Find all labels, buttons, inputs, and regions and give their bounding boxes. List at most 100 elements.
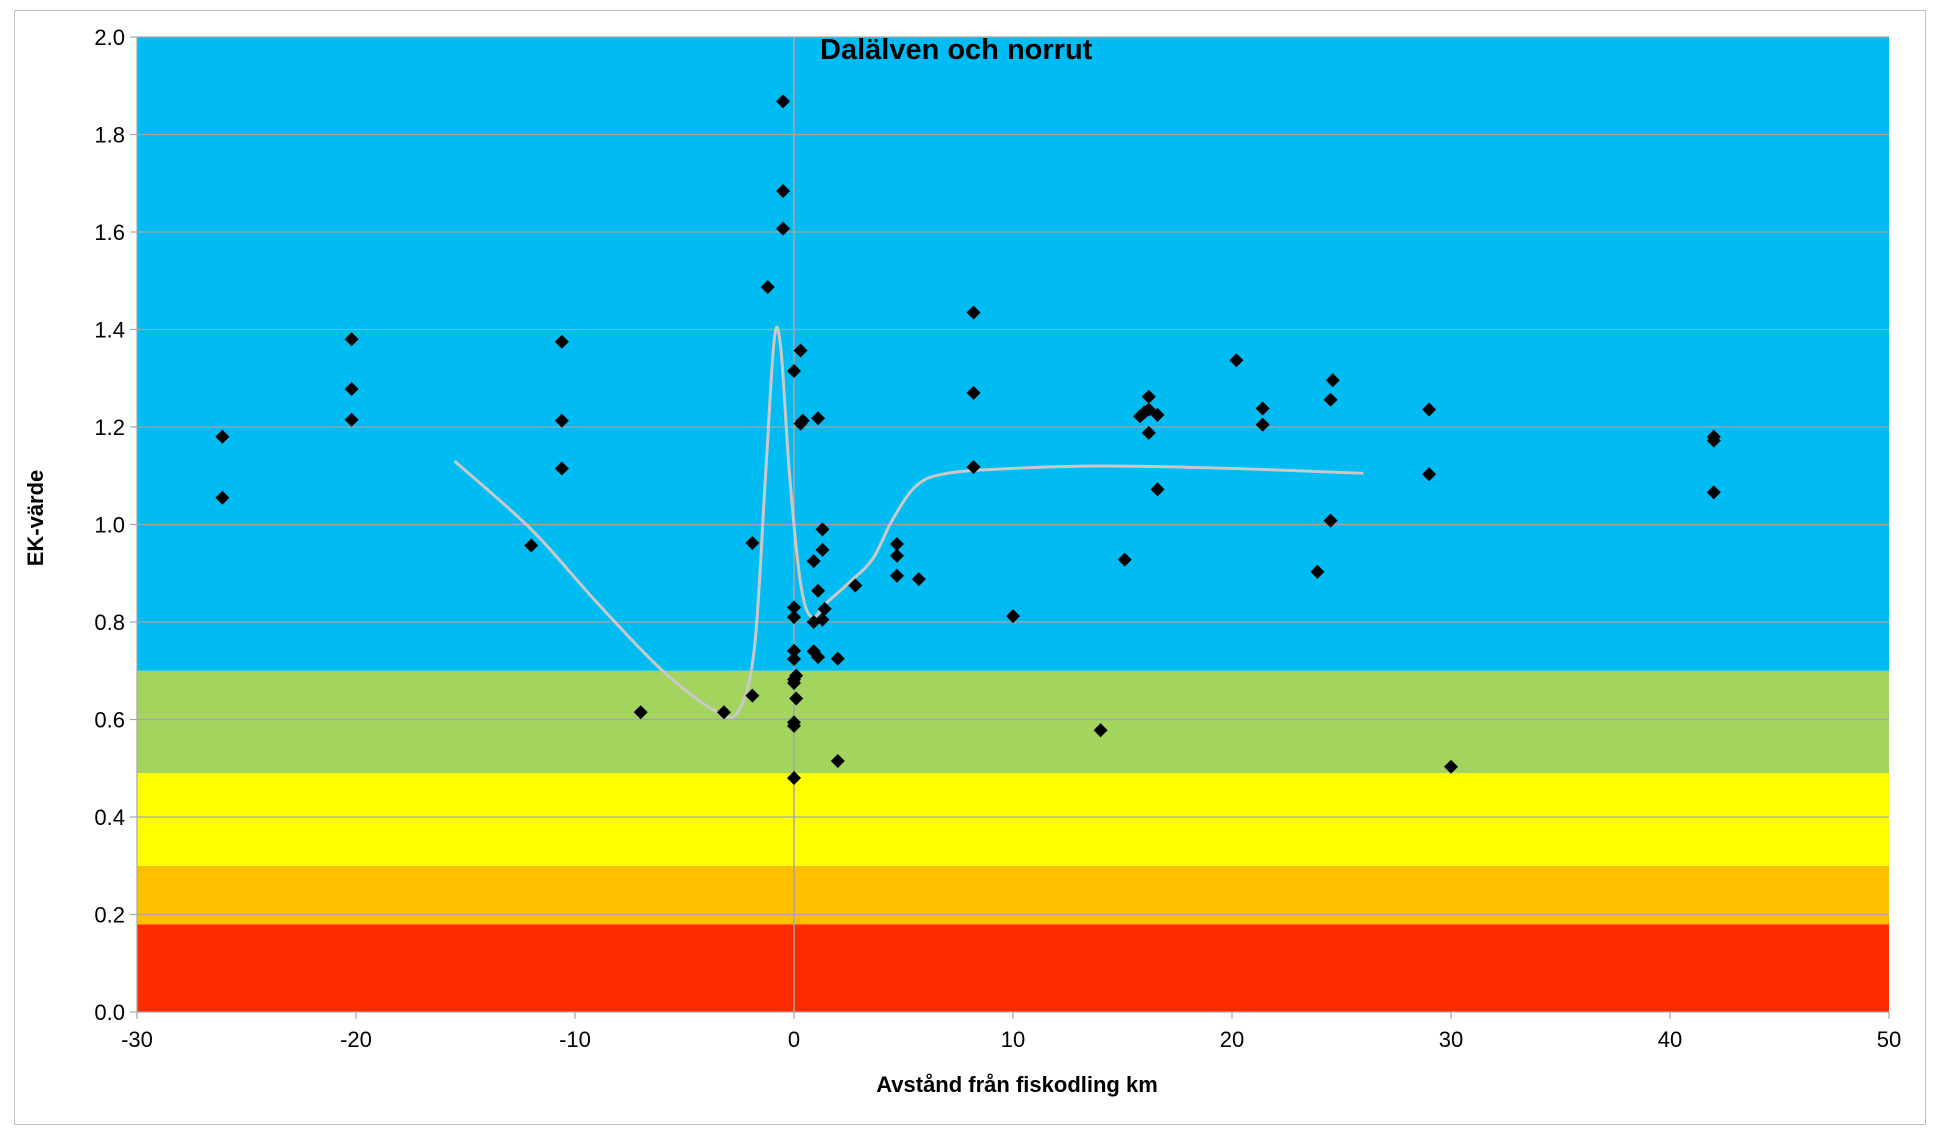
data-point-37 xyxy=(811,650,826,665)
x-axis-title: Avstånd från fiskodling km xyxy=(876,1072,1158,1097)
trend-line xyxy=(453,325,1364,720)
status-band-3 xyxy=(137,670,1889,774)
data-point-11 xyxy=(745,688,760,703)
data-point-14 xyxy=(776,94,791,109)
y-axis-title: EK-värde xyxy=(23,470,48,567)
data-point-13 xyxy=(760,280,775,295)
data-point-22 xyxy=(787,610,801,625)
data-point-8 xyxy=(524,538,539,553)
data-point-71 xyxy=(1444,759,1458,774)
data-point-28 xyxy=(789,691,804,706)
data-point-32 xyxy=(806,554,821,569)
data-point-44 xyxy=(848,578,863,593)
y-tick-label-0: 0.0 xyxy=(94,1000,125,1025)
x-tick-label-2: -10 xyxy=(559,1027,591,1052)
chart-frame: 0.0 0.2 0.4 0.6 0.8 1.0 1.2 1.4 1.6 1.8 2.0 -30 -20… xyxy=(14,10,1926,1125)
data-point-35 xyxy=(811,411,826,426)
x-tick-label-1: -20 xyxy=(340,1027,372,1052)
data-point-54 xyxy=(1117,552,1132,567)
data-point-62 xyxy=(1229,353,1244,368)
data-point-21 xyxy=(787,600,801,615)
data-points xyxy=(215,94,1721,785)
data-point-36 xyxy=(811,583,826,598)
x-tick-label-7: 40 xyxy=(1658,1027,1682,1052)
data-point-23 xyxy=(787,643,801,658)
data-point-46 xyxy=(889,548,904,563)
data-point-59 xyxy=(1141,425,1156,440)
data-point-10 xyxy=(716,705,731,720)
data-point-24 xyxy=(787,652,801,667)
data-point-15 xyxy=(776,184,791,199)
trend-curve xyxy=(453,325,1364,720)
status-band-2 xyxy=(137,773,1889,866)
data-point-41 xyxy=(815,612,830,627)
data-point-73 xyxy=(1706,433,1721,448)
y-tick-labels: 0.0 0.2 0.4 0.6 0.8 1.0 1.2 1.4 1.6 1.8 2.0 xyxy=(94,25,125,1025)
data-point-64 xyxy=(1255,417,1270,432)
data-point-6 xyxy=(554,413,569,428)
data-point-42 xyxy=(830,651,845,666)
data-point-17 xyxy=(787,363,801,378)
data-point-60 xyxy=(1150,407,1165,422)
data-point-48 xyxy=(911,572,926,587)
data-point-7 xyxy=(554,461,569,476)
data-point-1 xyxy=(215,490,230,505)
data-point-18 xyxy=(793,343,808,358)
data-point-68 xyxy=(1323,513,1338,528)
x-tick-label-5: 20 xyxy=(1220,1027,1244,1052)
y-tick-label-4: 0.8 xyxy=(94,610,125,635)
ecological-status-bands xyxy=(137,37,1889,1012)
data-point-53 xyxy=(1093,723,1108,738)
data-point-69 xyxy=(1422,402,1437,417)
data-point-30 xyxy=(787,718,801,733)
data-point-70 xyxy=(1422,467,1437,482)
y-tick-label-7: 1.4 xyxy=(94,318,125,343)
data-point-9 xyxy=(633,705,648,720)
data-point-2 xyxy=(344,332,359,347)
data-point-74 xyxy=(1706,485,1721,500)
data-point-12 xyxy=(745,536,760,551)
data-point-52 xyxy=(1006,609,1020,624)
data-point-65 xyxy=(1310,564,1325,579)
data-point-66 xyxy=(1323,392,1338,407)
x-tick-label-8: 50 xyxy=(1877,1027,1901,1052)
data-point-57 xyxy=(1141,389,1156,404)
scatter-chart: 0.0 0.2 0.4 0.6 0.8 1.0 1.2 1.4 1.6 1.8 2.0 -30 -20… xyxy=(23,25,1901,1097)
x-tick-label-3: 0 xyxy=(788,1027,800,1052)
data-point-0 xyxy=(215,429,230,444)
status-band-4 xyxy=(137,37,1889,671)
data-point-4 xyxy=(344,412,359,427)
data-point-38 xyxy=(815,522,830,537)
y-tick-label-1: 0.2 xyxy=(94,903,125,928)
y-tick-label-8: 1.6 xyxy=(94,220,125,245)
x-tick-label-6: 30 xyxy=(1439,1027,1463,1052)
data-point-31 xyxy=(787,771,801,785)
y-tick-label-2: 0.4 xyxy=(94,805,125,830)
data-point-27 xyxy=(787,675,801,690)
y-tick-label-6: 1.2 xyxy=(94,415,125,440)
data-point-67 xyxy=(1325,373,1340,388)
data-point-50 xyxy=(966,385,981,400)
x-tick-label-4: 10 xyxy=(1001,1027,1025,1052)
chart-title: Dalälven och norrut xyxy=(820,34,1093,66)
x-tick-labels: -30 -20 -10 0 10 20 30 40 50 xyxy=(121,1027,1901,1052)
status-band-1 xyxy=(137,865,1889,925)
data-point-45 xyxy=(889,537,904,551)
data-point-20 xyxy=(795,413,810,428)
data-point-40 xyxy=(817,601,832,616)
data-point-5 xyxy=(554,334,569,349)
data-point-61 xyxy=(1150,482,1165,497)
y-tick-label-10: 2.0 xyxy=(94,25,125,50)
data-point-51 xyxy=(966,459,981,474)
data-point-16 xyxy=(776,221,791,236)
status-band-0 xyxy=(137,924,1889,1012)
data-point-58 xyxy=(1141,402,1156,417)
data-point-49 xyxy=(966,305,981,320)
data-point-43 xyxy=(830,753,845,768)
data-point-3 xyxy=(344,381,359,396)
data-point-63 xyxy=(1255,401,1270,416)
data-point-39 xyxy=(815,542,830,557)
data-point-47 xyxy=(889,568,904,583)
y-tick-label-3: 0.6 xyxy=(94,708,125,733)
y-tick-label-5: 1.0 xyxy=(94,513,125,538)
